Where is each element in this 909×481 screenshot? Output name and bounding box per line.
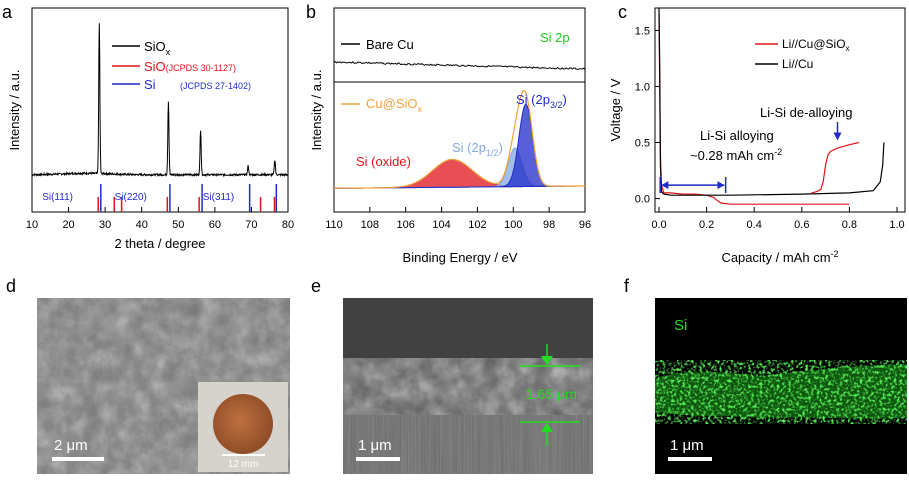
panel-label-f: f <box>624 276 630 296</box>
xps-label-2p12: Si (2p1/2) <box>452 140 503 158</box>
xrd-legend-siox: SiOx <box>144 39 171 57</box>
xrd-annot-si111: Si(111) <box>42 192 73 203</box>
voltage-xtick-label: 0.2 <box>699 219 714 231</box>
xrd-xtick-label: 50 <box>172 219 184 231</box>
voltage-xlabel: Capacity / mAh cm-2 <box>721 249 838 265</box>
voltage-arrows <box>659 122 842 194</box>
xrd-xticks: 10 20 30 40 50 60 70 80 <box>26 207 294 231</box>
xrd-legend: SiOx SiO(JCPDS 30-1127) Si (JCPDS 27-140… <box>112 39 251 92</box>
panel-label-e: e <box>311 276 321 296</box>
panel-label-a: a <box>2 2 13 22</box>
voltage-series-cu <box>658 7 885 196</box>
copper-disk <box>213 394 273 454</box>
voltage-legend-siox: Li//Cu@SiOx <box>782 37 850 53</box>
voltage-series-cu-siox-delithiation <box>811 141 860 194</box>
sem-top-image: 12 mm 2 μm <box>37 298 290 474</box>
xrd-pattern-line <box>31 23 289 178</box>
xps-chart: Intensity / a.u. Binding Energy / eV 110… <box>309 7 591 265</box>
xrd-xlabel: 2 theta / degree <box>114 236 205 251</box>
xrd-legend-sio: SiO(JCPDS 30-1127) <box>144 59 236 74</box>
xrd-xtick-label: 20 <box>62 219 74 231</box>
xps-xticks: 110 108 106 104 102 100 98 96 <box>325 207 591 231</box>
voltage-ytick-label: 1.5 <box>635 25 650 37</box>
xps-xtick-label: 100 <box>504 219 522 231</box>
xps-xtick-label: 110 <box>325 219 343 231</box>
xps-title: Si 2p <box>540 30 570 45</box>
eds-element-label: Si <box>674 317 687 334</box>
voltage-ytick-label: 1.0 <box>635 81 650 93</box>
voltage-xtick-label: 0.4 <box>747 219 762 231</box>
voltage-axes-frame <box>654 7 906 213</box>
xrd-ylabel: Intensity / a.u. <box>7 70 22 151</box>
xps-xtick-label: 104 <box>432 219 450 231</box>
voltage-annot-capacity: ~0.28 mAh cm-2 <box>690 147 782 163</box>
dealloying-arrow-head <box>833 132 842 141</box>
thickness-bottom-arrowhead <box>541 423 553 432</box>
voltage-ylabel: Voltage / V <box>608 78 623 141</box>
thickness-top-arrowhead <box>541 356 553 365</box>
voltage-xtick-label: 0.8 <box>842 219 857 231</box>
xps-peak-2p32 <box>334 103 585 189</box>
panel-label-d: d <box>6 276 16 296</box>
xrd-annot-si220: Si(220) <box>115 192 147 203</box>
sem-cross-scale-label: 1 μm <box>358 437 392 454</box>
xrd-legend-si-ref: (JCPDS 27-1402) <box>180 81 251 91</box>
eds-map-image: Si 1 μm <box>655 298 907 474</box>
voltage-xtick-label: 1.0 <box>889 219 904 231</box>
si-distribution <box>655 360 907 424</box>
voltage-annot-alloying: Li-Si alloying <box>700 128 774 143</box>
xps-xtick-label: 102 <box>468 219 486 231</box>
sem-top-scale-label: 2 μm <box>54 437 88 454</box>
xrd-xtick-label: 40 <box>136 219 148 231</box>
xps-label-oxide: Si (oxide) <box>356 154 411 169</box>
xps-legend-bare: Bare Cu <box>366 37 414 52</box>
xrd-legend-si: Si <box>144 77 156 92</box>
voltage-xtick-label: 0.6 <box>794 219 809 231</box>
xps-xtick-label: 106 <box>397 219 415 231</box>
xrd-annot-si311: Si(311) <box>203 192 235 203</box>
xps-axes-frame <box>333 7 586 213</box>
xps-xtick-label: 96 <box>579 219 591 231</box>
voltage-xtick-label: 0.0 <box>651 219 666 231</box>
xps-envelope-line <box>334 89 585 189</box>
panel-label-b: b <box>306 2 316 22</box>
alloying-arrow-left <box>661 181 669 190</box>
panel-label-c: c <box>618 2 627 22</box>
xps-xtick-label: 98 <box>543 219 555 231</box>
xps-xtick-label: 108 <box>361 219 379 231</box>
voltage-legend-cu: Li//Cu <box>782 57 813 71</box>
xrd-axes-frame <box>31 7 289 213</box>
alloying-arrow-right <box>717 181 725 190</box>
voltage-annot-dealloying: Li-Si de-alloying <box>760 105 853 120</box>
xps-xlabel: Binding Energy / eV <box>403 250 518 265</box>
xrd-peak-labels: Si(111) Si(220) Si(311) <box>42 192 234 203</box>
voltage-ticks: 0.0 0.2 0.4 0.6 0.8 1.0 0.0 0.5 1.0 1.5 <box>635 25 905 231</box>
xrd-xtick-label: 30 <box>99 219 111 231</box>
inset-scale-label: 12 mm <box>228 459 259 470</box>
xrd-xtick-label: 80 <box>282 219 294 231</box>
thickness-label: 1.65 μm <box>526 386 577 402</box>
eds-scale-label: 1 μm <box>670 437 704 454</box>
xrd-xtick-label: 70 <box>245 219 257 231</box>
xrd-xtick-label: 60 <box>209 219 221 231</box>
xps-label-2p32: Si (2p3/2) <box>516 92 567 110</box>
xrd-xtick-label: 10 <box>26 219 38 231</box>
voltage-chart: Voltage / V Capacity / mAh cm-2 0.0 0.2 0.… <box>608 7 906 265</box>
voltage-ytick-label: 0.0 <box>635 194 650 206</box>
xps-legend-coated: Cu@SiOx <box>366 96 423 114</box>
sem-cross-section-image: 1.65 μm 1 μm <box>343 298 593 474</box>
xrd-reference-lines <box>97 184 278 212</box>
voltage-ytick-label: 0.5 <box>635 138 650 150</box>
sem-inset-photo: 12 mm <box>198 382 288 472</box>
xps-ylabel: Intensity / a.u. <box>309 70 324 151</box>
xrd-chart: Intensity / a.u. 2 theta / degree 10 20 30… <box>7 7 294 251</box>
xps-bare-cu-line <box>333 61 586 70</box>
